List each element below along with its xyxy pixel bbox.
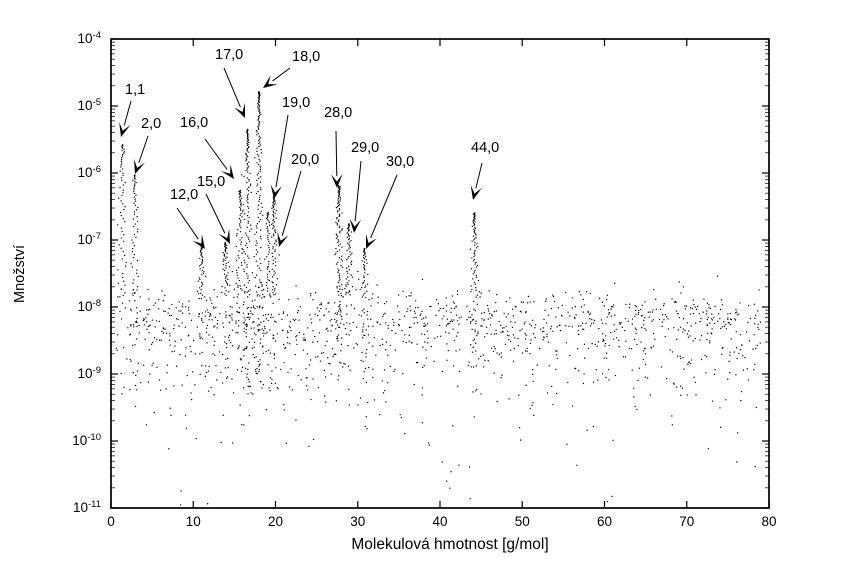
svg-text:16,0: 16,0	[180, 115, 208, 131]
svg-text:0: 0	[107, 514, 115, 529]
svg-text:15,0: 15,0	[197, 174, 225, 190]
svg-text:80: 80	[761, 514, 776, 529]
svg-text:29,0: 29,0	[351, 140, 379, 156]
svg-text:30: 30	[350, 514, 365, 529]
svg-text:50: 50	[515, 514, 530, 529]
svg-text:28,0: 28,0	[324, 105, 352, 121]
svg-text:Množství: Množství	[12, 245, 28, 303]
svg-text:30,0: 30,0	[386, 154, 414, 170]
svg-text:Molekulová hmotnost [g/mol]: Molekulová hmotnost [g/mol]	[351, 536, 548, 553]
svg-text:18,0: 18,0	[292, 49, 320, 65]
svg-text:20,0: 20,0	[291, 152, 319, 168]
svg-text:12,0: 12,0	[170, 187, 198, 203]
svg-text:19,0: 19,0	[282, 95, 310, 111]
svg-text:1,1: 1,1	[125, 82, 145, 98]
svg-text:10: 10	[186, 514, 201, 529]
svg-text:20: 20	[268, 514, 283, 529]
svg-text:40: 40	[432, 514, 447, 529]
svg-text:44,0: 44,0	[471, 140, 499, 156]
svg-text:70: 70	[679, 514, 694, 529]
svg-text:2,0: 2,0	[141, 116, 161, 132]
svg-text:17,0: 17,0	[215, 47, 243, 63]
svg-text:60: 60	[597, 514, 612, 529]
